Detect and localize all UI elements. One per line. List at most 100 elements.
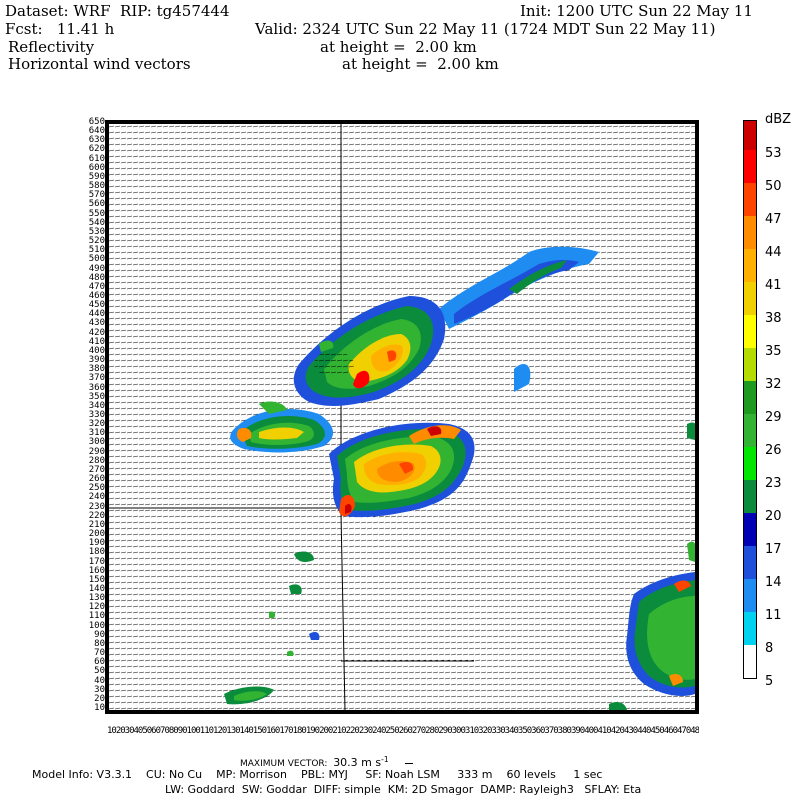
colorbar-label: 17 — [765, 542, 782, 557]
y-tick-label: 560 — [88, 199, 105, 210]
y-tick-label: 30 — [94, 684, 105, 695]
y-tick-label: 400 — [88, 345, 105, 356]
y-tick-label: 50 — [94, 666, 105, 677]
y-tick-label: 20 — [94, 693, 105, 704]
y-tick-label: 270 — [88, 464, 105, 475]
colorbar-segment — [744, 348, 756, 381]
field2-name: Horizontal wind vectors — [8, 55, 191, 73]
colorbar-label: 20 — [765, 509, 782, 524]
y-tick-label: 100 — [88, 620, 105, 631]
colorbar-segment — [744, 480, 756, 513]
y-tick-label: 200 — [88, 529, 105, 540]
colorbar-segment — [744, 612, 756, 645]
field2-level: at height = 2.00 km — [342, 55, 499, 73]
y-tick-label: 90 — [94, 629, 105, 640]
colorbar-label: 47 — [765, 212, 782, 227]
field1-name: Reflectivity — [8, 38, 95, 56]
colorbar-segment — [744, 447, 756, 480]
field1-level: at height = 2.00 km — [320, 38, 477, 56]
y-tick-label: 420 — [88, 327, 105, 338]
y-tick-label: 620 — [88, 144, 105, 155]
forecast-hour: Fcst: 11.41 h — [5, 20, 115, 38]
y-tick-label: 260 — [88, 474, 105, 485]
y-tick-label: 510 — [88, 245, 105, 256]
y-tick-label: 250 — [88, 483, 105, 494]
colorbar-segment — [744, 249, 756, 282]
y-tick-label: 340 — [88, 400, 105, 411]
y-tick-label: 220 — [88, 510, 105, 521]
colorbar-label: 32 — [765, 377, 782, 392]
y-tick-label: 110 — [88, 611, 105, 622]
colorbar-segment — [744, 414, 756, 447]
colorbar-segment — [744, 150, 756, 183]
y-tick-label: 350 — [88, 391, 105, 402]
y-tick-label: 360 — [88, 382, 105, 393]
colorbar-segment — [744, 546, 756, 579]
y-tick-label: 490 — [88, 263, 105, 274]
y-tick-label: 610 — [88, 153, 105, 164]
y-tick-label: 650 — [88, 117, 105, 127]
y-tick-label: 430 — [88, 318, 105, 329]
y-tick-label: 150 — [88, 574, 105, 585]
y-tick-label: 10 — [94, 703, 105, 713]
y-tick-label: 480 — [88, 272, 105, 283]
wind-vector-field — [109, 124, 695, 710]
x-axis-ticks: 1020304050607080901001101201301401501601… — [107, 726, 699, 736]
y-tick-label: 450 — [88, 300, 105, 311]
y-tick-label: 300 — [88, 437, 105, 448]
y-tick-label: 470 — [88, 281, 105, 292]
colorbar-label: 50 — [765, 179, 782, 194]
y-tick-label: 330 — [88, 410, 105, 420]
map-canvas — [109, 124, 695, 710]
y-tick-label: 60 — [94, 657, 105, 668]
y-tick-label: 210 — [88, 519, 105, 530]
model-info: Model Info: V3.3.1 CU: No Cu MP: Morriso… — [32, 768, 603, 781]
colorbar-segment — [744, 282, 756, 315]
y-tick-label: 600 — [88, 162, 105, 173]
y-tick-label: 160 — [88, 565, 105, 576]
storm-southern-cell — [329, 422, 475, 518]
y-tick-label: 460 — [88, 290, 105, 301]
colorbar-segment — [744, 216, 756, 249]
storm-northern-cell — [293, 296, 446, 406]
colorbar-label: 5 — [765, 674, 774, 689]
colorbar-label: 8 — [765, 641, 774, 656]
colorbar-label: 11 — [765, 608, 782, 623]
y-tick-label: 440 — [88, 309, 105, 320]
y-tick-label: 500 — [88, 254, 105, 265]
y-tick-label: 540 — [88, 217, 105, 228]
y-tick-label: 390 — [88, 355, 105, 366]
colorbar-segment — [744, 315, 756, 348]
colorbar-label: 35 — [765, 344, 782, 359]
colorbar-label: 26 — [765, 443, 782, 458]
valid-time: Valid: 2324 UTC Sun 22 May 11 (1724 MDT … — [255, 20, 716, 38]
colorbar — [743, 120, 757, 679]
y-tick-label: 380 — [88, 364, 105, 375]
y-tick-label: 530 — [88, 226, 105, 237]
storm-small-cells — [224, 340, 627, 710]
y-tick-label: 140 — [88, 583, 105, 594]
init-time: Init: 1200 UTC Sun 22 May 11 — [520, 2, 753, 20]
colorbar-unit: dBZ — [765, 112, 792, 127]
y-tick-label: 580 — [88, 181, 105, 192]
y-tick-label: 240 — [88, 492, 105, 503]
storm-western-band — [230, 401, 334, 453]
y-tick-label: 640 — [88, 126, 105, 137]
colorbar-label: 29 — [765, 410, 782, 425]
y-tick-label: 120 — [88, 602, 105, 613]
y-tick-label: 520 — [88, 236, 105, 247]
max-vector-label: MAXIMUM VECTOR: 30.3 m s-1 — [240, 755, 414, 769]
colorbar-label: 53 — [765, 146, 782, 161]
colorbar-segment — [744, 121, 756, 150]
y-tick-label: 550 — [88, 208, 105, 219]
y-tick-label: 370 — [88, 373, 105, 384]
y-tick-label: 70 — [94, 648, 105, 659]
y-tick-label: 40 — [94, 675, 105, 686]
storm-southeast-cluster — [626, 422, 695, 696]
y-tick-label: 230 — [88, 501, 105, 512]
model-info-physics: LW: Goddard SW: Goddar DIFF: simple KM: … — [165, 783, 642, 796]
map-plot[interactable] — [105, 120, 699, 714]
colorbar-label: 14 — [765, 575, 782, 590]
state-boundary-lower — [340, 513, 346, 710]
colorbar-label: 38 — [765, 311, 782, 326]
